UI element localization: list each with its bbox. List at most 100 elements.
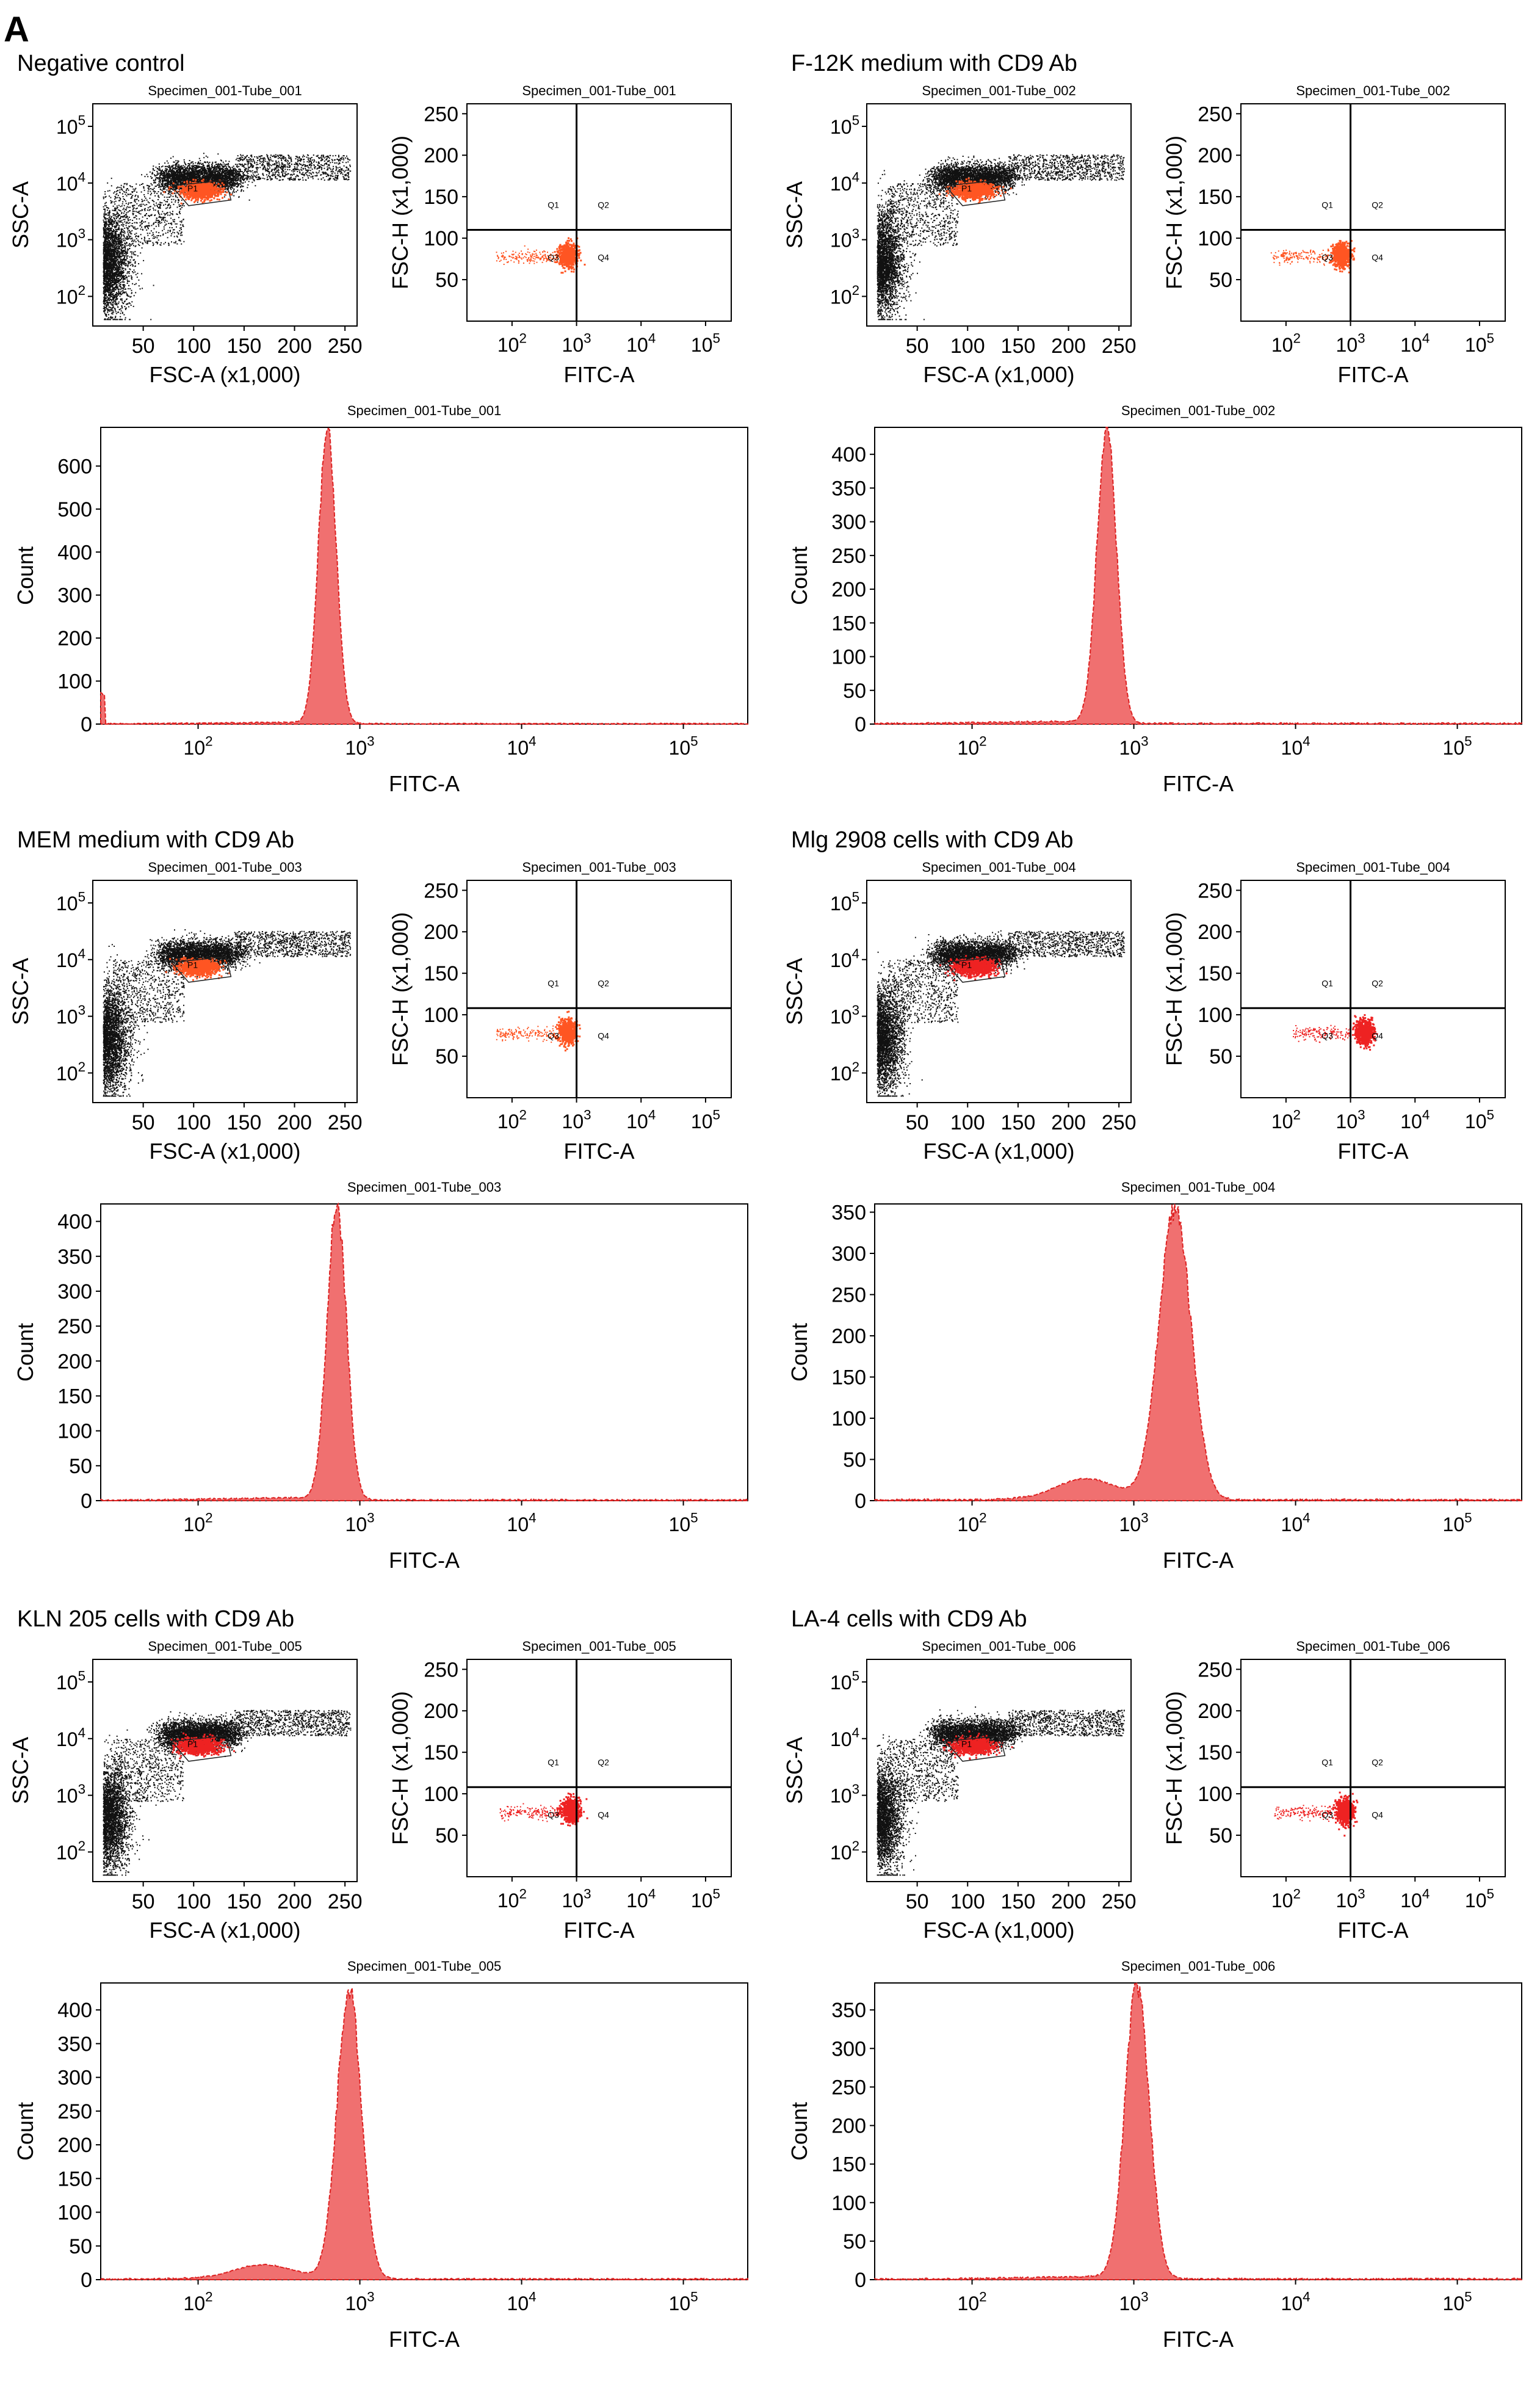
histogram-area	[874, 1203, 1522, 1502]
y-tick-label: 50	[1209, 1045, 1232, 1068]
quadrant-x-axis-label: FITC-A	[564, 1139, 635, 1164]
x-tick-label: 100	[176, 1111, 211, 1134]
sample-title: MEM medium with CD9 Ab	[17, 827, 294, 853]
quadrant-label-q1: Q1	[1321, 978, 1333, 988]
quadrant-x-axis-label: FITC-A	[1338, 1139, 1409, 1164]
quadrant-title: Specimen_001-Tube_003	[522, 860, 676, 875]
quadrant-plot-frame	[466, 103, 732, 322]
histogram-x-axis-label: FITC-A	[1163, 771, 1234, 796]
y-tick-label: 102	[56, 1059, 85, 1084]
y-tick-label: 300	[831, 511, 866, 534]
x-tick-label: 104	[1400, 331, 1430, 356]
y-tick-label: 102	[830, 1059, 859, 1084]
gate-polygon	[170, 956, 232, 983]
histogram-x-axis-label: FITC-A	[1163, 1548, 1234, 1573]
quadrant-x-axis-label: FITC-A	[564, 362, 635, 387]
quadrant-label-q3: Q3	[548, 1810, 559, 1819]
y-tick-label: 50	[843, 680, 866, 703]
scatter-y-axis-label: SSC-A	[8, 181, 33, 248]
y-tick-label: 50	[435, 1045, 458, 1068]
y-tick-label: 100	[57, 670, 92, 694]
y-tick-label: 102	[56, 283, 85, 308]
x-tick-label: 104	[507, 2289, 537, 2314]
gated-population	[938, 177, 1012, 205]
y-tick-label: 250	[424, 1658, 458, 1681]
quadrant-label-q1: Q1	[548, 200, 559, 210]
y-tick-label: 250	[424, 103, 458, 126]
x-tick-label: 103	[1119, 2289, 1149, 2314]
y-tick-label: 100	[1198, 227, 1232, 250]
quadrant-title: Specimen_001-Tube_005	[522, 1639, 676, 1654]
histogram-area	[874, 1982, 1522, 2281]
x-tick-label: 102	[958, 734, 987, 759]
quadrant-title: Specimen_001-Tube_004	[1296, 860, 1450, 875]
quadrant-label-q1: Q1	[548, 1757, 559, 1767]
quadrant-label-q4: Q4	[1372, 1031, 1383, 1040]
quadrant-plot-frame	[466, 1659, 732, 1877]
x-tick-label: 105	[669, 734, 698, 759]
histogram-area	[100, 427, 748, 725]
y-tick-label: 300	[831, 2037, 866, 2060]
quadrant-label-q4: Q4	[598, 1031, 609, 1040]
y-tick-label: 102	[830, 283, 859, 308]
quadrant-label-q2: Q2	[598, 1757, 609, 1767]
sample-panel: F-12K medium with CD9 Ab Specimen_001-Tub…	[782, 51, 1522, 796]
y-tick-label: 105	[830, 1669, 859, 1694]
y-tick-label: 102	[830, 1838, 859, 1863]
quadrant-title: Specimen_001-Tube_001	[522, 83, 676, 98]
scatter-title: Specimen_001-Tube_005	[148, 1639, 302, 1654]
x-tick-label: 50	[906, 1111, 929, 1134]
gate-polygon	[170, 1735, 232, 1762]
histogram-plot-frame	[874, 427, 1522, 725]
sample-title: KLN 205 cells with CD9 Ab	[17, 1606, 294, 1632]
x-tick-label: 250	[1102, 335, 1137, 358]
histogram-x-axis-label: FITC-A	[389, 1548, 460, 1573]
x-tick-label: 103	[1336, 1107, 1365, 1133]
sample-panel: KLN 205 cells with CD9 Ab Specimen_001-Tu…	[8, 1606, 748, 2352]
quadrant-label-q1: Q1	[1321, 1757, 1333, 1767]
x-tick-label: 150	[1001, 1890, 1036, 1913]
scatter-title: Specimen_001-Tube_006	[922, 1639, 1075, 1654]
y-tick-label: 150	[831, 1366, 866, 1390]
quadrant-x-axis-label: FITC-A	[1338, 1918, 1409, 1943]
gated-population	[942, 1730, 1013, 1761]
x-tick-label: 104	[1281, 734, 1310, 759]
y-tick-label: 250	[424, 879, 458, 902]
histogram-title: Specimen_001-Tube_003	[347, 1180, 501, 1195]
x-tick-label: 200	[277, 335, 312, 358]
y-tick-label: 50	[843, 2230, 866, 2253]
y-tick-label: 250	[57, 2100, 92, 2123]
y-tick-label: 200	[57, 1350, 92, 1373]
quadrant-events	[499, 1792, 588, 1827]
gate-polygon	[170, 179, 232, 206]
histogram-title: Specimen_001-Tube_004	[1121, 1180, 1275, 1195]
y-tick-label: 200	[1198, 1700, 1232, 1723]
quadrant-plot-frame	[466, 880, 732, 1098]
quadrant-y-axis-label: FSC-H (x1,000)	[1162, 1691, 1187, 1845]
scatter-y-axis-label: SSC-A	[782, 1737, 807, 1804]
quadrant-label-q3: Q3	[1321, 1810, 1333, 1819]
quadrant-events	[1274, 1791, 1359, 1837]
sample-panel: LA-4 cells with CD9 Ab Specimen_001-Tube_…	[782, 1606, 1522, 2352]
scatter-title: Specimen_001-Tube_003	[148, 860, 302, 875]
y-tick-label: 600	[57, 455, 92, 478]
y-tick-label: 250	[1198, 879, 1232, 902]
quadrant-events	[1270, 240, 1356, 274]
y-tick-label: 250	[831, 1284, 866, 1307]
y-tick-label: 400	[57, 541, 92, 564]
y-tick-label: 350	[57, 1245, 92, 1269]
y-tick-label: 150	[424, 186, 458, 209]
scatter-plot-frame	[866, 103, 1132, 327]
x-tick-label: 200	[1051, 335, 1086, 358]
y-tick-label: 100	[424, 1004, 458, 1027]
x-tick-label: 150	[1001, 1111, 1036, 1134]
gate-label: P1	[961, 184, 972, 194]
quadrant-label-q1: Q1	[548, 978, 559, 988]
y-tick-label: 103	[56, 1781, 85, 1807]
scatter-plot-frame	[866, 880, 1132, 1103]
y-tick-label: 150	[424, 1741, 458, 1764]
x-tick-label: 104	[1281, 1510, 1310, 1535]
x-tick-label: 104	[1400, 1886, 1430, 1912]
y-tick-label: 250	[1198, 103, 1232, 126]
